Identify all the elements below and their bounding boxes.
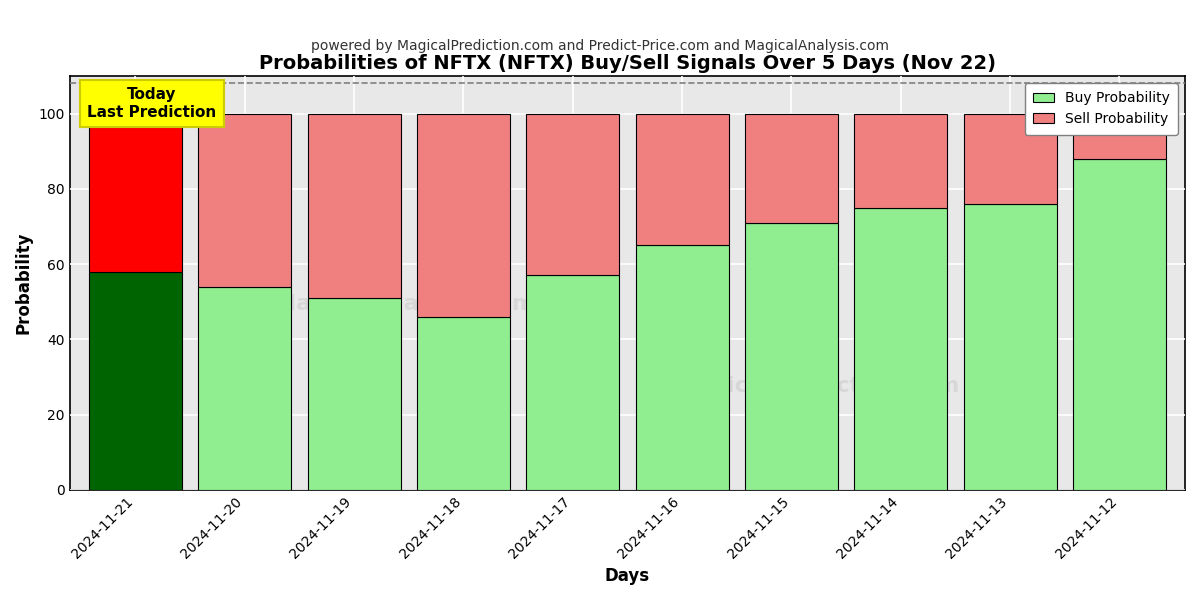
X-axis label: Days: Days: [605, 567, 650, 585]
Bar: [198, 287, 292, 490]
Bar: [636, 113, 728, 245]
Text: MagicalPrediction.com: MagicalPrediction.com: [674, 376, 960, 397]
Bar: [636, 245, 728, 490]
Bar: [416, 113, 510, 317]
Bar: [527, 275, 619, 490]
Text: Today
Last Prediction: Today Last Prediction: [88, 87, 216, 119]
Text: MagicalAnalysis.com: MagicalAnalysis.com: [274, 293, 535, 314]
Bar: [964, 113, 1056, 204]
Legend: Buy Probability, Sell Probability: Buy Probability, Sell Probability: [1025, 83, 1178, 134]
Y-axis label: Probability: Probability: [14, 232, 34, 334]
Bar: [1073, 159, 1166, 490]
Bar: [854, 113, 947, 208]
Bar: [89, 272, 182, 490]
Title: Probabilities of NFTX (NFTX) Buy/Sell Signals Over 5 Days (Nov 22): Probabilities of NFTX (NFTX) Buy/Sell Si…: [259, 54, 996, 73]
Bar: [745, 113, 838, 223]
Bar: [964, 204, 1056, 490]
Bar: [745, 223, 838, 490]
Bar: [89, 113, 182, 272]
Bar: [1073, 113, 1166, 159]
Text: powered by MagicalPrediction.com and Predict-Price.com and MagicalAnalysis.com: powered by MagicalPrediction.com and Pre…: [311, 39, 889, 53]
Bar: [307, 113, 401, 298]
Bar: [527, 113, 619, 275]
Bar: [416, 317, 510, 490]
Bar: [854, 208, 947, 490]
Bar: [307, 298, 401, 490]
Bar: [198, 113, 292, 287]
